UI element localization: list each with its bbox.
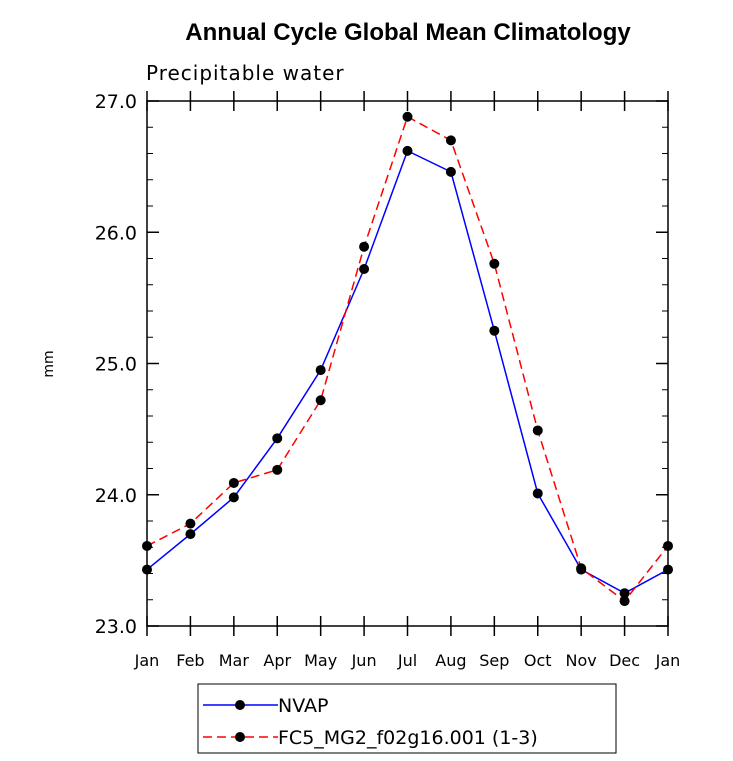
x-tick-label: Jan bbox=[134, 651, 160, 670]
data-point bbox=[489, 258, 500, 269]
data-point bbox=[402, 111, 413, 122]
legend: NVAP FC5_MG2_f02g16.001 (1-3) bbox=[197, 683, 617, 754]
x-tick-label: Jan bbox=[655, 651, 681, 670]
y-tick-label: 26.0 bbox=[95, 222, 137, 244]
data-point bbox=[185, 529, 196, 540]
x-tick-label: Sep bbox=[479, 651, 509, 670]
y-axis-label: mm bbox=[41, 350, 57, 377]
y-tick-label: 27.0 bbox=[95, 91, 137, 113]
series-line bbox=[146, 115, 669, 603]
legend-label: FC5_MG2_f02g16.001 (1-3) bbox=[278, 727, 538, 749]
x-tick-label: Oct bbox=[524, 651, 552, 670]
x-tick-label: Jul bbox=[397, 651, 417, 670]
legend-item: FC5_MG2_f02g16.001 (1-3) bbox=[203, 727, 538, 749]
y-tick-label: 24.0 bbox=[95, 485, 137, 507]
series-1 bbox=[142, 111, 673, 607]
legend-marker bbox=[235, 700, 245, 710]
data-point bbox=[532, 488, 543, 499]
data-point bbox=[315, 365, 326, 376]
data-point bbox=[489, 325, 500, 336]
x-tick-labels: Jan Feb Mar Apr May Jun Jul Aug Sep Oct Nov Dec Jan bbox=[134, 651, 681, 670]
data-point bbox=[576, 563, 587, 574]
x-tick-label: Mar bbox=[219, 651, 250, 670]
legend-item: NVAP bbox=[203, 695, 328, 717]
legend-box bbox=[197, 683, 617, 754]
data-point bbox=[315, 395, 326, 406]
chart-subtitle: Precipitable water bbox=[146, 61, 345, 85]
y-tick-label: 23.0 bbox=[95, 616, 137, 638]
series-line bbox=[146, 149, 669, 595]
legend-marker bbox=[235, 732, 245, 742]
x-tick-label: Apr bbox=[263, 651, 291, 670]
chart-title: Annual Cycle Global Mean Climatology bbox=[185, 19, 631, 46]
series-layer bbox=[142, 111, 673, 607]
major-ticks bbox=[147, 100, 668, 627]
data-point bbox=[272, 464, 283, 475]
data-point bbox=[445, 166, 456, 177]
data-point bbox=[402, 145, 413, 156]
x-ticks bbox=[146, 91, 669, 636]
data-point bbox=[532, 425, 543, 436]
plot-frame bbox=[146, 100, 669, 627]
data-point bbox=[359, 264, 370, 274]
data-point bbox=[619, 596, 630, 607]
data-point bbox=[272, 433, 283, 444]
data-point bbox=[228, 492, 239, 503]
data-point bbox=[359, 241, 370, 252]
y-tick-label: 25.0 bbox=[95, 354, 137, 376]
x-tick-label: Feb bbox=[176, 651, 204, 670]
x-tick-label: Aug bbox=[435, 651, 466, 670]
series-0 bbox=[142, 145, 673, 599]
data-point bbox=[619, 588, 630, 599]
y-tick-labels: 23.0 24.0 25.0 26.0 27.0 bbox=[95, 91, 137, 638]
minor-ticks bbox=[147, 100, 668, 627]
x-tick-label: Nov bbox=[566, 651, 597, 670]
data-point bbox=[228, 477, 239, 488]
data-point bbox=[445, 135, 456, 146]
x-tick-label: Dec bbox=[609, 651, 640, 670]
x-tick-label: Jun bbox=[351, 651, 377, 670]
data-point bbox=[185, 518, 196, 529]
legend-label: NVAP bbox=[278, 695, 328, 717]
x-tick-label: May bbox=[304, 651, 337, 670]
